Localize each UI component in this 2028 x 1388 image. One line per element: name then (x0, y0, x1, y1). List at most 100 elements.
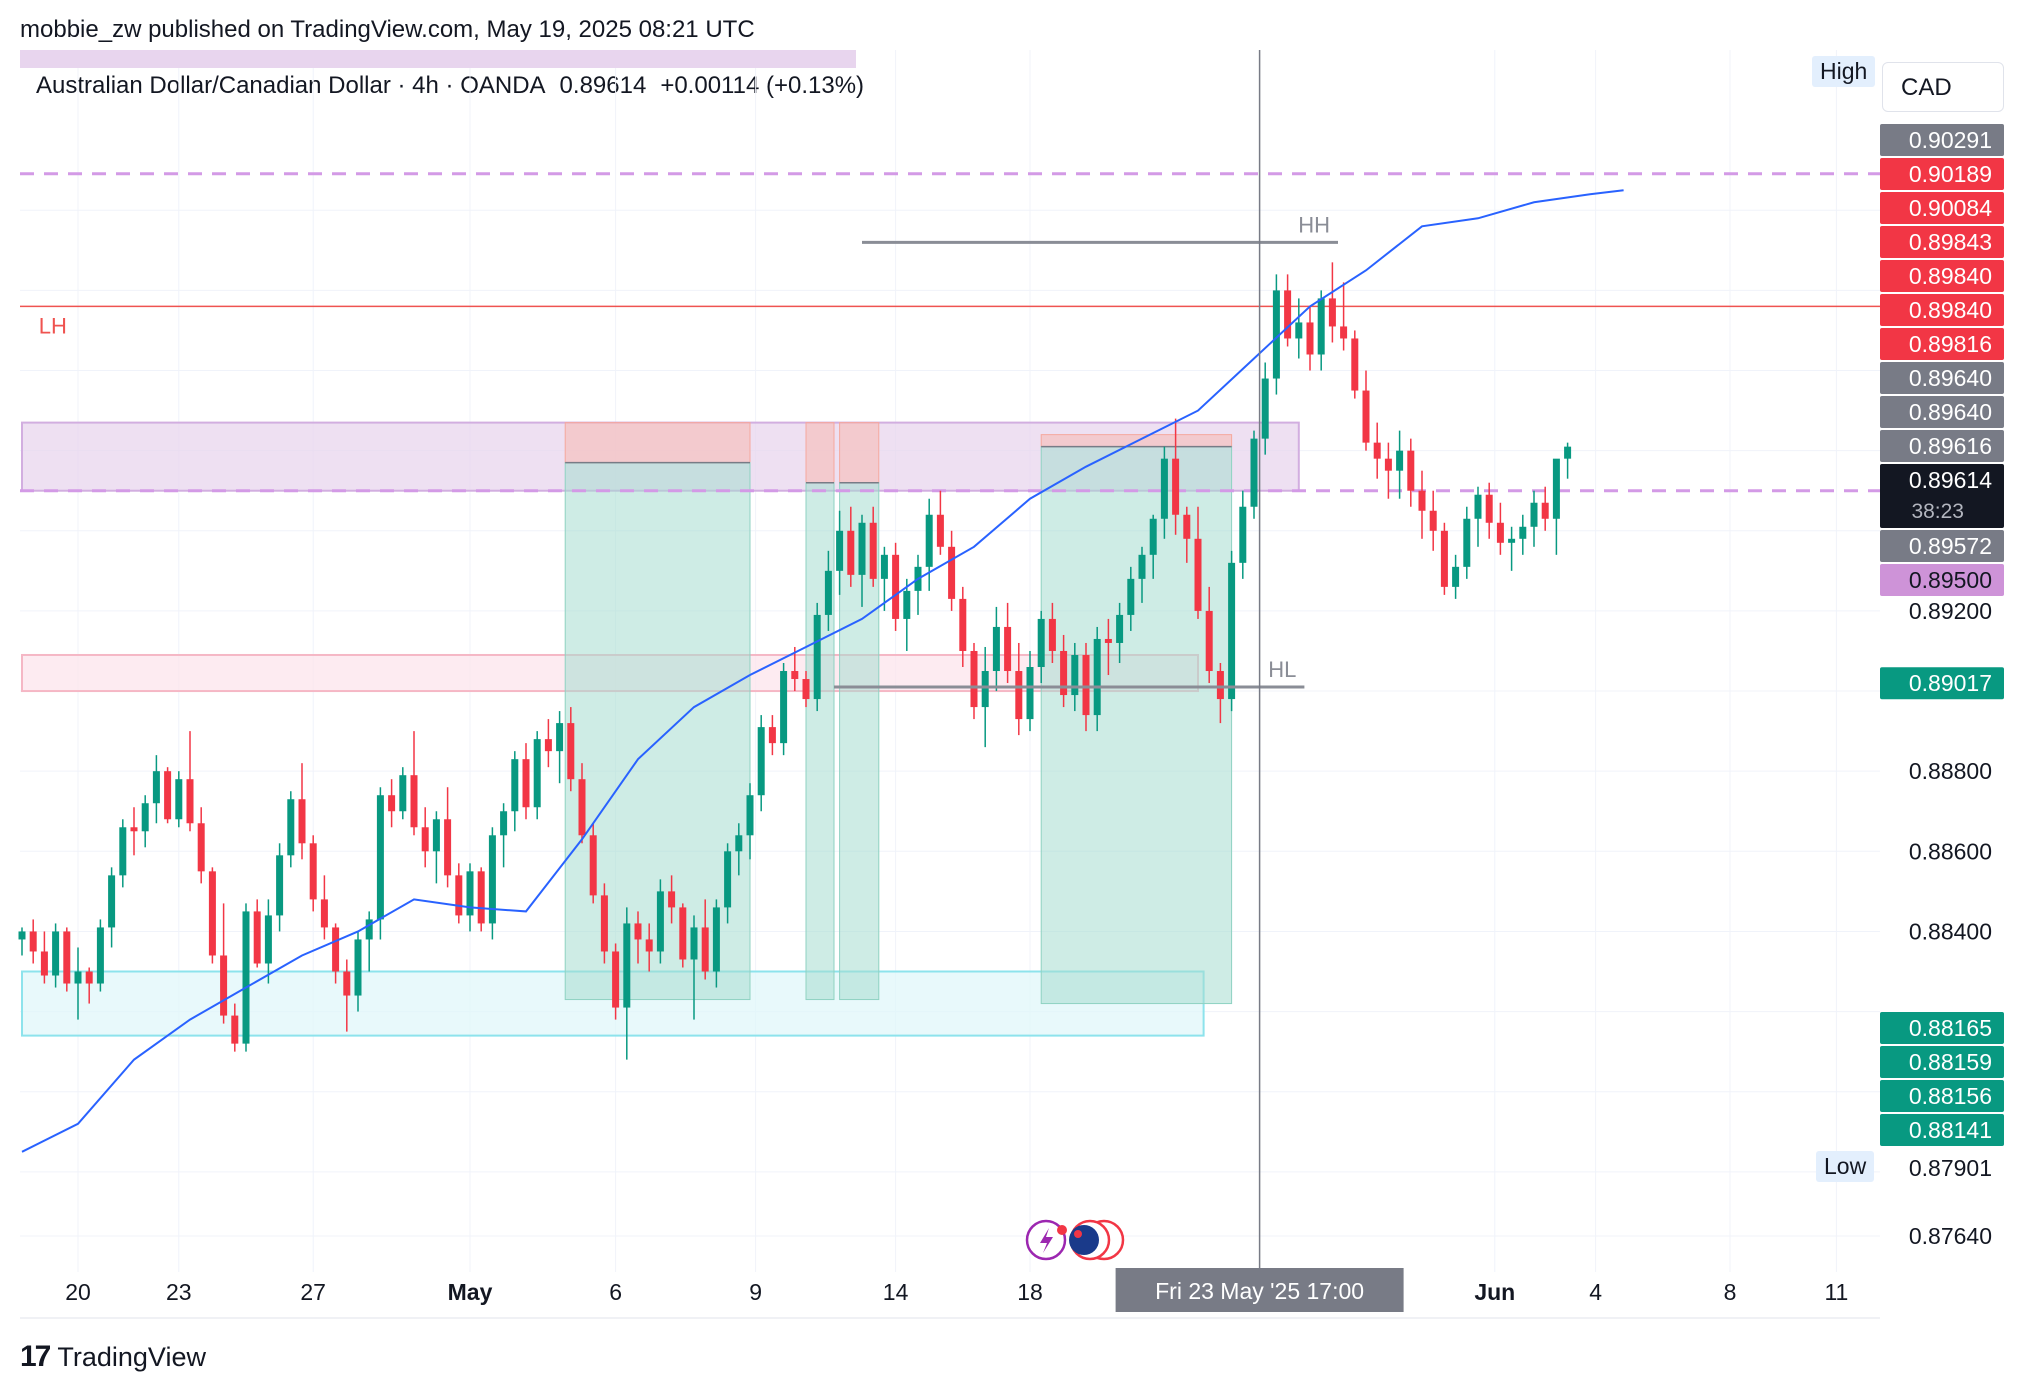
candle-body (1093, 638, 1101, 716)
hl-line-label: HL (1268, 657, 1296, 682)
x-tick-label: 18 (1017, 1279, 1043, 1305)
candle-body (444, 819, 452, 876)
candle-body (589, 835, 597, 896)
candle-body (130, 827, 138, 832)
candle-body (1564, 446, 1572, 459)
candle-body (578, 779, 586, 836)
candle-body (197, 823, 205, 872)
candle-body (85, 971, 93, 984)
candle-body (421, 827, 429, 852)
x-tick-label: 6 (609, 1279, 622, 1305)
price-tag (1880, 1046, 2004, 1078)
candle-body (981, 671, 989, 708)
candle-body (511, 759, 519, 812)
price-tag (1880, 430, 2004, 462)
low-badge: Low (1816, 1151, 1875, 1182)
candle-body (936, 514, 944, 547)
lh-level-label: LH (39, 313, 67, 338)
candle-body (612, 951, 620, 1008)
candle-body (1508, 538, 1516, 543)
price-tag (1880, 530, 2004, 562)
candle-body (119, 827, 127, 876)
candle-body (1228, 562, 1236, 700)
candle-body (1071, 654, 1079, 696)
crosshair-time-label: Fri 23 May '25 17:00 (1155, 1278, 1364, 1304)
price-change: +0.00114 (+0.13%) (660, 72, 865, 99)
x-tick-label: Jun (1474, 1279, 1515, 1305)
symbol-name[interactable]: Australian Dollar/Canadian Dollar · 4h ·… (36, 72, 546, 99)
price-tag-label: 0.89816 (1909, 331, 1992, 357)
candle-body (1407, 450, 1415, 491)
currency-selector[interactable]: CAD (1882, 62, 2004, 112)
price-tag (1880, 260, 2004, 292)
candle-body (1060, 650, 1068, 696)
candle-body (1351, 338, 1359, 391)
candle-body (836, 530, 844, 571)
positions (564, 422, 1233, 1005)
candle-body (1552, 458, 1560, 519)
y-tick-label: 0.87640 (1909, 1223, 1992, 1249)
position-3-target (839, 422, 880, 484)
candle-body (1328, 298, 1336, 327)
crosshair: Fri 23 May '25 17:00 (1115, 50, 1404, 1312)
candle-body (1037, 618, 1045, 668)
price-tag (1880, 226, 2004, 258)
price-scale[interactable]: 0.87640 0.88400 0.88600 0.88800 0.89200 (1909, 598, 1992, 1249)
price-tag-label: 0.90291 (1909, 127, 1992, 153)
price-tag (1880, 294, 2004, 326)
candle-body (175, 779, 183, 820)
candle-body (802, 679, 810, 700)
x-tick-label: 27 (300, 1279, 326, 1305)
crosshair-time-box (1115, 1268, 1404, 1312)
candle-body (1440, 530, 1448, 587)
price-tag (1880, 124, 2004, 156)
candle-body (1004, 626, 1012, 672)
candle-body (1272, 290, 1280, 379)
candle-body (1026, 667, 1034, 720)
candle-body (1306, 322, 1314, 355)
candle-body (500, 811, 508, 836)
candle-body (186, 779, 194, 824)
ema-polyline (21, 189, 1624, 1153)
candle-body (1340, 326, 1348, 339)
candle-body (320, 899, 328, 928)
candle-body (242, 911, 250, 1044)
price-tag-label: 0.89572 (1909, 533, 1992, 559)
candle-body (287, 799, 295, 856)
y-tick-label: 0.88600 (1909, 838, 1992, 864)
high-badge: High (1812, 56, 1876, 87)
price-tag-label: 0.88141 (1909, 1117, 1992, 1143)
candle-body (298, 799, 306, 844)
candle-body (1373, 442, 1381, 459)
candle-body (253, 911, 261, 964)
candle-body (847, 530, 855, 575)
time-scale[interactable]: 20 23 27 May 6 9 14 18 Jun 4 8 11 (65, 1279, 1848, 1305)
tradingview-brand: TradingView (57, 1341, 206, 1372)
candle-body (1541, 502, 1549, 519)
levels: LH (20, 172, 1880, 493)
candle-body (735, 835, 743, 852)
candle-body (332, 927, 340, 972)
candle-body (668, 891, 676, 908)
price-tag-label: 0.89640 (1909, 365, 1992, 391)
candle-body (522, 759, 530, 808)
candle-body (141, 803, 149, 832)
y-tick-label: 0.88400 (1909, 918, 1992, 944)
event-icons[interactable] (1025, 1219, 1125, 1261)
price-tag (1880, 1114, 2004, 1146)
candle-body (533, 739, 541, 808)
candle-body (1474, 494, 1482, 519)
tradingview-logo[interactable]: 17 TradingView (20, 1340, 206, 1374)
candle-body (1216, 671, 1224, 700)
candle-body (824, 570, 832, 615)
candle-body (455, 875, 463, 916)
candle-body (1295, 322, 1303, 339)
candle-body (466, 871, 474, 916)
last-price: 0.89614 (559, 72, 647, 99)
candle-body (780, 671, 788, 744)
candle-body (52, 931, 60, 976)
position-2-target (805, 422, 835, 484)
x-tick-label: May (448, 1279, 493, 1305)
x-tick-label: 4 (1589, 1279, 1602, 1305)
